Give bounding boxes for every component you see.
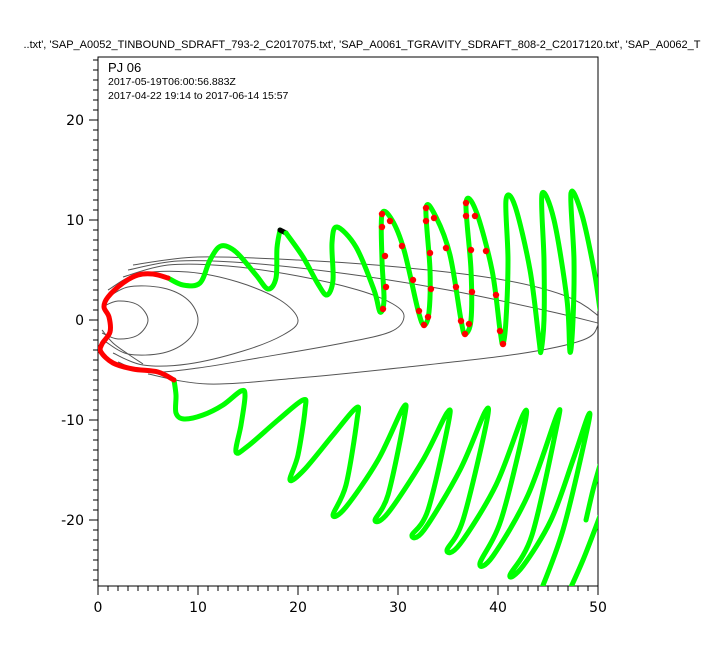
highlight-segment <box>98 271 177 383</box>
x-tick-label: 40 <box>489 600 507 616</box>
orbit-label: PJ 06 <box>108 60 141 75</box>
marker-point <box>386 217 394 225</box>
marker-point <box>467 246 475 254</box>
x-tick-label: 0 <box>94 600 103 616</box>
trajectory-line <box>165 227 283 292</box>
marker-point <box>442 244 450 252</box>
marker-point <box>462 212 470 220</box>
marker-point <box>398 242 406 250</box>
marker-point <box>382 283 390 291</box>
marker-point <box>422 204 430 212</box>
trajectory-line <box>171 377 593 586</box>
marker-point <box>430 214 438 222</box>
marker-point <box>379 305 387 313</box>
marker-point <box>409 276 417 284</box>
trajectory-series <box>98 188 598 586</box>
y-tick-label: 20 <box>66 113 84 129</box>
contour-line <box>117 263 405 373</box>
contour-line <box>132 256 598 385</box>
marker-point <box>381 252 389 260</box>
marker-point <box>422 217 430 225</box>
y-tick-label: 10 <box>66 213 84 229</box>
chart-title: ..txt', 'SAP_A0052_TINBOUND_SDRAFT_793-2… <box>23 39 700 51</box>
marker-point <box>492 291 500 299</box>
trajectory-line <box>568 514 598 586</box>
marker-point <box>482 247 490 255</box>
red-markers <box>378 199 507 348</box>
marker-point <box>461 330 469 338</box>
x-tick-label: 10 <box>189 600 207 616</box>
marker-point <box>499 340 507 348</box>
marker-point <box>496 327 504 335</box>
marker-point <box>471 212 479 220</box>
trajectory-line <box>583 463 598 523</box>
trajectory-line <box>283 188 598 356</box>
marker-point <box>457 317 465 325</box>
marker-point <box>378 210 386 218</box>
timestamp-label: 2017-05-19T06:00:56.883Z <box>108 76 236 88</box>
date-range-label: 2017-04-22 19:14 to 2017-06-14 15:57 <box>108 90 289 102</box>
marker-point <box>462 199 470 207</box>
marker-point <box>465 320 473 328</box>
marker-point <box>415 307 423 315</box>
marker-point <box>427 285 435 293</box>
marker-point <box>468 288 476 296</box>
marker-point <box>378 223 386 231</box>
contour-line <box>101 300 149 340</box>
x-tick-label: 20 <box>289 600 307 616</box>
contour-line <box>103 285 199 356</box>
axes: 0 10 20 30 40 50 -20 -10 0 10 20 <box>61 59 607 616</box>
marker-point <box>426 249 434 257</box>
y-tick-label: -20 <box>61 513 84 529</box>
contour-line <box>107 270 299 367</box>
plot-frame <box>97 56 599 587</box>
marker-point <box>420 321 428 329</box>
x-tick-label: 30 <box>389 600 407 616</box>
y-tick-label: -10 <box>61 413 84 429</box>
marker-point <box>424 313 432 321</box>
x-tick-label: 50 <box>589 600 607 616</box>
marker-point <box>452 283 460 291</box>
y-tick-label: 0 <box>75 313 84 329</box>
